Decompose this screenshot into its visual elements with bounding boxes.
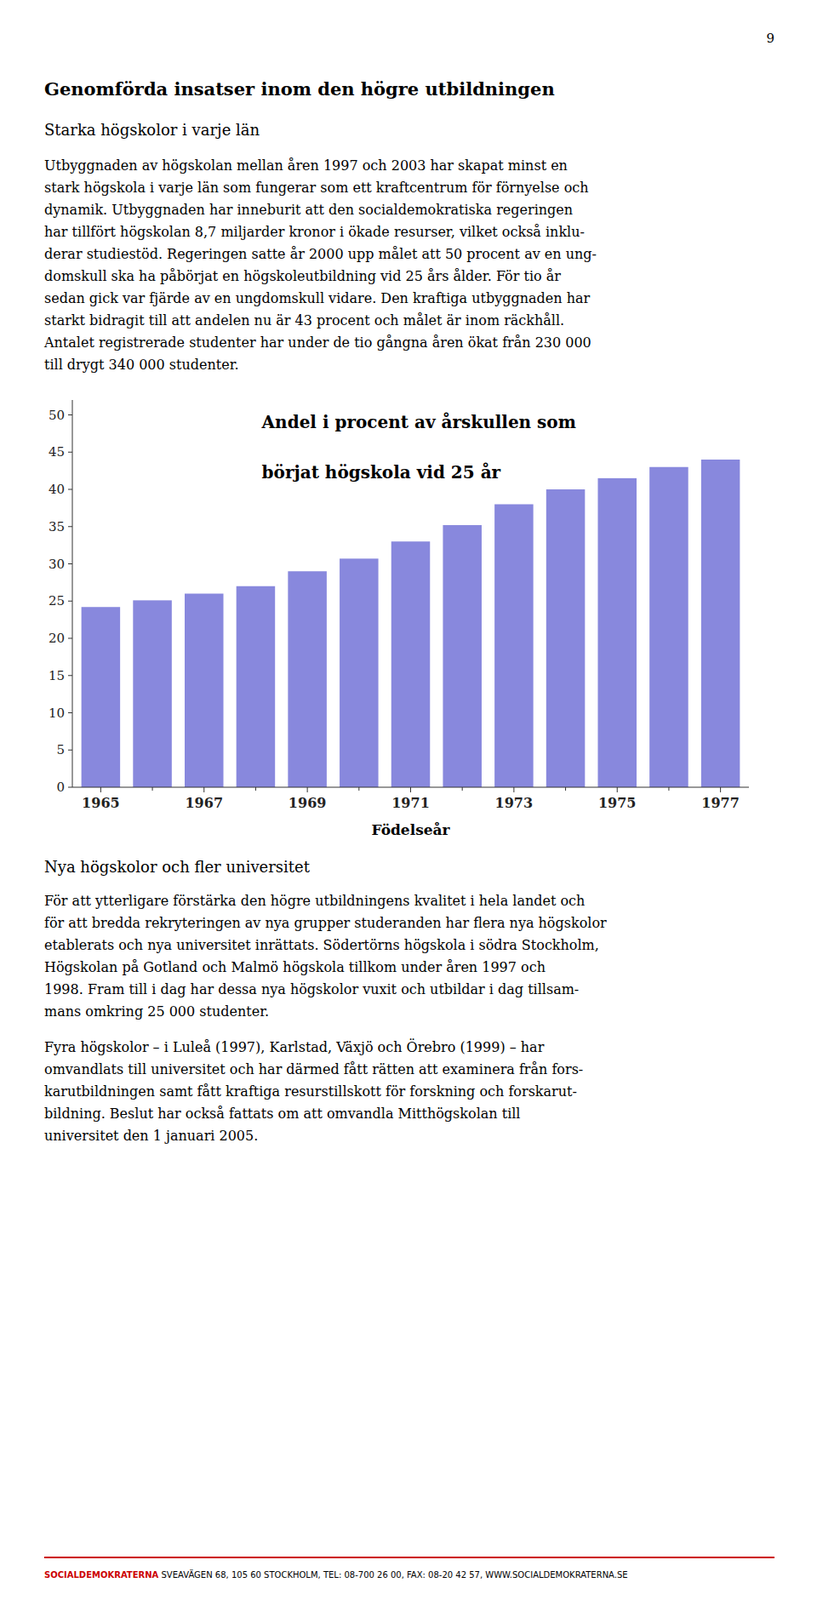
y-tick-label: 50 [48,407,65,423]
x-tick [100,787,102,793]
x-tick-label: 1977 [701,794,740,812]
paragraph-line: universitet den 1 januari 2005. [44,1125,258,1148]
y-tick [68,525,73,527]
x-tick [513,787,515,793]
subheading: Starka högskolor i varje län [44,120,260,139]
bar [701,459,741,788]
bar [236,586,276,788]
x-tick [307,787,309,793]
y-tick [68,600,73,602]
x-tick [203,787,205,793]
y-tick-label: 40 [48,481,65,498]
x-tick-label: 1973 [495,794,534,812]
paragraph-line: har tillfört högskolan 8,7 miljarder kro… [44,221,585,244]
subheading: Nya högskolor och fler universitet [44,857,310,876]
chart: 0 5 10 15 20 25 30 35 40 45 50 1965 1967 1969 1971 1973… [0,387,817,847]
x-axis-label: Födelseår [371,821,452,839]
paragraph-line: Antalet registrerade studenter har under… [44,331,592,355]
footer-brand: SOCIALDEMOKRATERNA [44,1570,159,1580]
y-tick [68,712,73,714]
paragraph-line: Fyra högskolor – i Luleå (1997), Karlsta… [44,1036,544,1059]
y-tick-label: 0 [56,779,65,795]
x-tick [410,787,412,793]
x-minor-tick [255,787,257,791]
bar [391,541,431,788]
bar [132,599,172,788]
paragraph-line: 1998. Fram till i dag har dessa nya högs… [44,978,579,1001]
x-tick-label: 1967 [184,794,223,812]
x-minor-tick [565,787,566,791]
y-tick-label: 20 [48,630,65,646]
y-tick [68,787,73,789]
x-minor-tick [152,787,154,791]
paragraph-line: omvandlats till universitet och har därm… [44,1058,583,1081]
bars [81,459,741,788]
footer-address: SVEAVÄGEN 68, 105 60 STOCKHOLM, TEL: 08-… [158,1570,628,1580]
x-tick-label: 1971 [391,794,430,812]
paragraph-line: Utbyggnaden av högskolan mellan åren 199… [44,154,568,178]
x-tick [719,787,721,793]
bar [184,594,224,789]
chart-title: Andel i procent av årskullen som [261,411,577,433]
bar [597,478,637,788]
y-tick-label: 10 [48,705,65,721]
paragraph-line: för att bredda rekryteringen av nya grup… [44,912,607,935]
paragraph-line: etablerats och nya universitet inrättats… [44,934,600,957]
x-minor-tick [668,787,669,791]
bar [649,467,689,788]
paragraph-line: sedan gick var fjärde av en ungdomskull … [44,287,590,310]
paragraph-line: karutbildningen samt fått kraftiga resur… [44,1080,578,1103]
y-tick-label: 45 [48,444,65,460]
bar [339,558,379,788]
y-tick [68,674,73,676]
paragraph-line: dynamik. Utbyggnaden har inneburit att d… [44,199,573,222]
y-tick [68,749,73,751]
x-tick-label: 1975 [598,794,637,812]
x-tick-label: 1969 [288,794,327,812]
bar [546,489,586,788]
paragraph-line: starkt bidragit till att andelen nu är 4… [44,309,565,332]
paragraph-line: Högskolan på Gotland och Malmö högskola … [44,956,546,979]
footer-rule [44,1556,775,1559]
x-minor-tick [358,787,360,791]
paragraph-line: stark högskola i varje län som fungerar … [44,177,589,200]
paragraph-line: domskull ska ha påbörjat en högskoleutbi… [44,265,561,288]
y-tick-label: 35 [48,519,65,535]
bar [81,606,121,788]
footer: SOCIALDEMOKRATERNA SVEAVÄGEN 68, 105 60 … [44,1570,629,1580]
x-minor-tick [462,787,463,791]
bar [494,504,534,789]
y-tick-label: 15 [48,668,65,684]
bar [442,525,482,788]
chart-title: börjat högskola vid 25 år [262,462,502,483]
y-tick [68,638,73,640]
paragraph-line: bildning. Beslut har också fattats om at… [44,1102,520,1126]
paragraph-line: till drygt 340 000 studenter. [44,354,240,377]
y-tick [68,563,73,565]
heading: Genomförda insatser inom den högre utbil… [44,78,555,100]
x-tick-label: 1965 [81,794,120,812]
page-number: 9 [765,30,775,46]
y-tick [68,414,73,416]
paragraph-line: mans omkring 25 000 studenter. [44,1000,269,1023]
y-tick-label: 5 [56,742,65,758]
y-tick [68,451,73,453]
y-tick-label: 25 [48,593,65,609]
paragraph-line: För att ytterligare förstärka den högre … [44,890,585,913]
paragraph-line: derar studiestöd. Regeringen satte år 20… [44,243,597,266]
bar [287,571,327,788]
y-tick [68,489,73,491]
x-tick [617,787,618,793]
y-tick-label: 30 [48,556,65,572]
y-axis-line [72,399,74,788]
